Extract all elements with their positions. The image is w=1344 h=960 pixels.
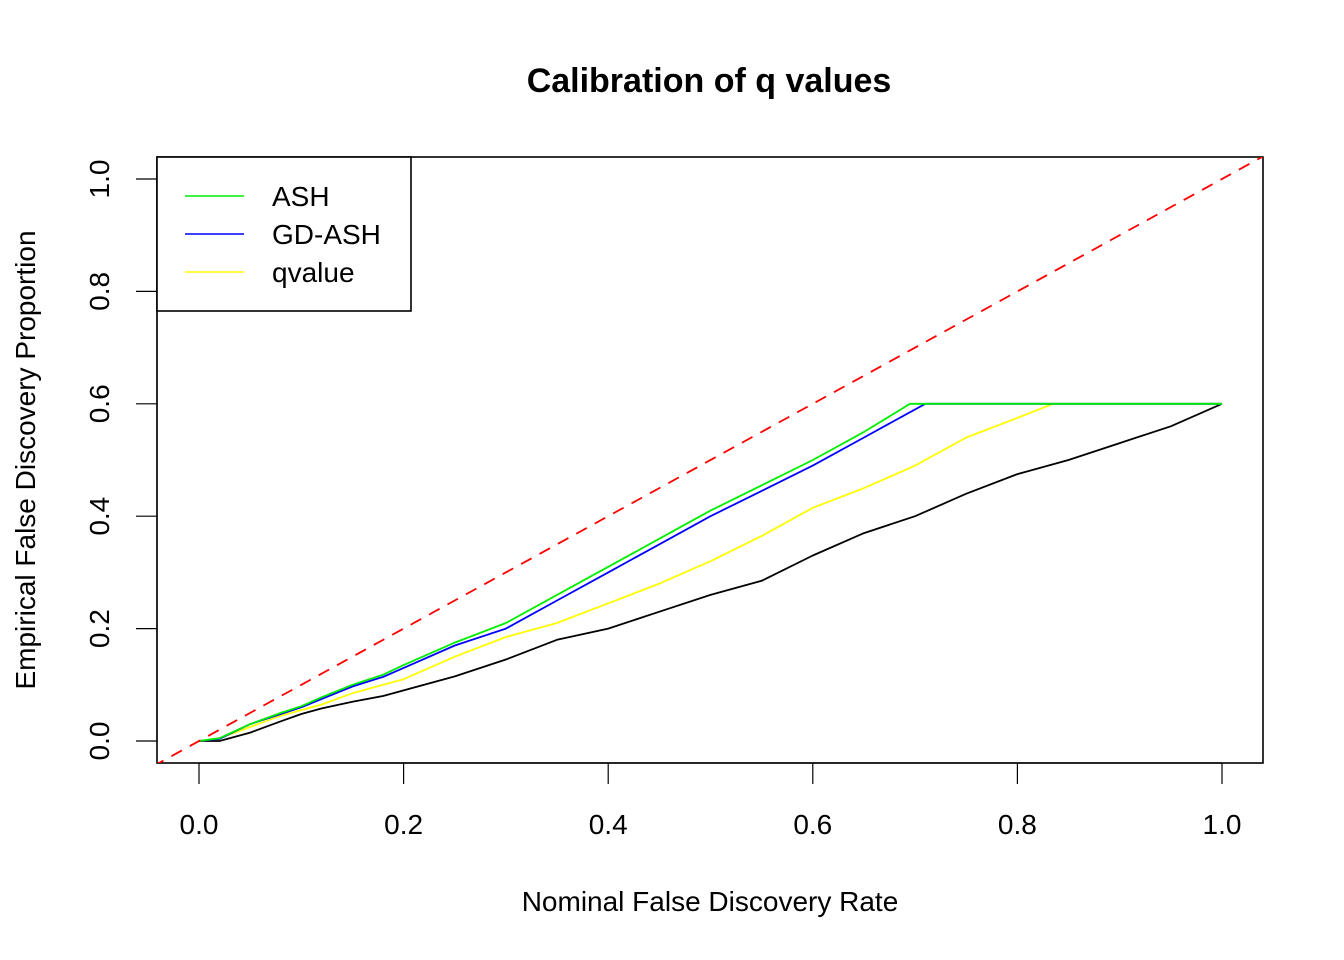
y-tick-label-3: 0.6	[84, 384, 115, 423]
y-tick-label-0: 0.0	[84, 722, 115, 761]
y-tick-label-4: 0.8	[84, 272, 115, 311]
legend-label-qvalue: qvalue	[272, 257, 355, 288]
reference-diagonal-line	[157, 157, 1263, 763]
series-line-empirical-black	[199, 402, 1223, 742]
plot-area	[157, 157, 1263, 763]
x-tick-label-4: 0.8	[998, 809, 1037, 840]
y-tick-label-1: 0.2	[84, 609, 115, 648]
x-tick-label-1: 0.2	[384, 809, 423, 840]
legend-label-gd-ash: GD-ASH	[272, 219, 381, 250]
chart-title: Calibration of q values	[527, 62, 892, 100]
x-tick-label-2: 0.4	[589, 809, 628, 840]
series-line-gd-ash	[198, 402, 1222, 742]
y-axis: 0.0 0.2 0.4 0.6 0.8 1.0	[84, 160, 158, 761]
y-tick-label-2: 0.4	[84, 497, 115, 536]
x-tick-label-0: 0.0	[180, 809, 219, 840]
series-line-qvalue	[198, 402, 1222, 742]
x-tick-label-3: 0.6	[793, 809, 832, 840]
x-tick-label-5: 1.0	[1203, 809, 1242, 840]
y-tick-label-5: 1.0	[84, 160, 115, 199]
legend: ASH GD-ASH qvalue	[156, 156, 412, 312]
x-axis: 0.0 0.2 0.4 0.6 0.8 1.0	[180, 762, 1242, 840]
x-axis-label: Nominal False Discovery Rate	[522, 886, 899, 917]
y-axis-label: Empirical False Discovery Proportion	[10, 230, 41, 689]
series-line-ash	[198, 402, 1222, 742]
legend-label-ash: ASH	[272, 181, 330, 212]
